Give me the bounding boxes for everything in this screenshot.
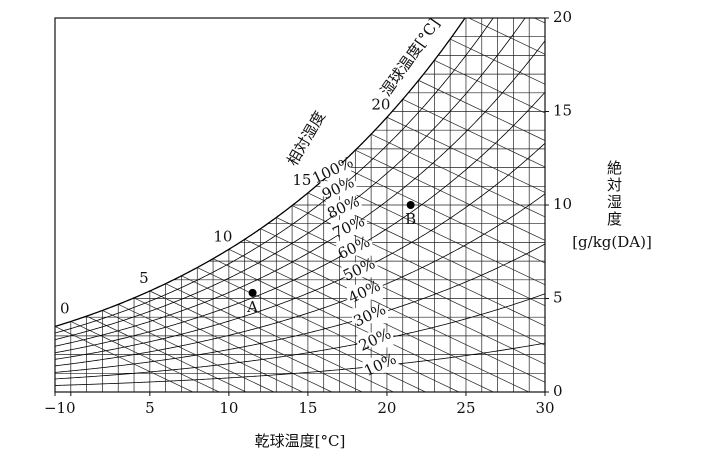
x-tick-label: 20 xyxy=(377,399,396,417)
wet-bulb-line xyxy=(533,18,545,24)
x-tick-label: −1 xyxy=(44,399,66,417)
wet-bulb-label: 5 xyxy=(139,269,149,287)
rh-curve xyxy=(55,293,545,380)
x-tick-label: 10 xyxy=(219,399,238,417)
rh-curve xyxy=(55,18,466,328)
rh-curve xyxy=(55,40,545,347)
wet-bulb-line xyxy=(102,310,274,392)
rh-label-bg xyxy=(357,332,394,348)
x-tick-label: 25 xyxy=(456,399,475,417)
wet-bulb-line xyxy=(402,99,545,168)
wet-bulb-line xyxy=(197,267,459,392)
wet-bulb-line xyxy=(212,258,494,392)
wet-bulb-line xyxy=(307,192,545,307)
wet-bulb-line xyxy=(149,290,363,392)
rh-label-bg xyxy=(320,181,357,197)
wet-bulb-line xyxy=(118,304,303,392)
wet-bulb-line xyxy=(165,283,394,392)
rh-curve xyxy=(55,342,545,386)
rh-curve xyxy=(55,243,545,373)
state-point xyxy=(248,288,257,297)
wet-bulb-line xyxy=(450,38,545,85)
rh-curve xyxy=(55,91,545,354)
wet-bulb-label: 20 xyxy=(371,95,390,113)
rh-label-bg xyxy=(341,262,378,278)
rh-label: 10% xyxy=(361,350,399,380)
rh-title: 相対湿度 xyxy=(283,108,329,169)
rh-label-bg xyxy=(315,163,352,179)
wet-bulb-line xyxy=(291,205,545,327)
wet-bulb-line xyxy=(86,315,247,392)
y-tick-label: 20 xyxy=(553,8,572,26)
x-tick-label: 5 xyxy=(145,399,155,417)
rh-label-bg xyxy=(325,200,362,216)
wet-bulb-line xyxy=(370,133,545,218)
y-tick-label: 10 xyxy=(553,195,572,213)
rh-curve xyxy=(55,18,494,334)
rh-label-bg xyxy=(331,219,367,235)
y-axis-unit: [g/kg(DA)] xyxy=(572,233,652,251)
x-tick-label: 15 xyxy=(298,399,317,417)
rh-label-bg xyxy=(352,308,389,324)
wet-bulb-line xyxy=(386,116,545,193)
rh-curve xyxy=(55,142,545,360)
point-label: B xyxy=(405,210,416,228)
y-tick-label: 0 xyxy=(553,382,563,400)
wet-bulb-line xyxy=(418,80,545,141)
wet-bulb-line xyxy=(339,164,545,264)
x-tick-label: 0 xyxy=(66,399,76,417)
wet-bulb-line xyxy=(133,297,332,392)
wet-bulb-line xyxy=(323,179,545,286)
wet-bulb-label: 15 xyxy=(292,171,311,189)
x-tick-label: 30 xyxy=(535,399,554,417)
wet-bulb-line xyxy=(260,228,545,365)
wet-bulb-line xyxy=(70,321,220,392)
x-axis-label: 乾球温度[°C] xyxy=(255,432,346,450)
rh-label-bg xyxy=(346,284,383,300)
rh-curve xyxy=(55,18,526,341)
point-label: A xyxy=(246,298,258,316)
wet-bulb-line xyxy=(498,0,701,392)
y-axis-label: 絶対湿度 xyxy=(605,160,623,228)
rh-label-bg xyxy=(362,357,399,373)
wet-bulb-label: 10 xyxy=(213,227,232,245)
rh-label-bg xyxy=(336,240,373,256)
wet-bulb-line xyxy=(244,239,545,383)
wet-bulb-label: 0 xyxy=(60,299,70,317)
rh-curve xyxy=(55,193,545,367)
wet-bulb-title: 湿球温度[°C] xyxy=(377,15,444,100)
y-tick-label: 15 xyxy=(553,102,572,120)
y-tick-label: 5 xyxy=(553,289,563,307)
state-point xyxy=(406,201,415,209)
